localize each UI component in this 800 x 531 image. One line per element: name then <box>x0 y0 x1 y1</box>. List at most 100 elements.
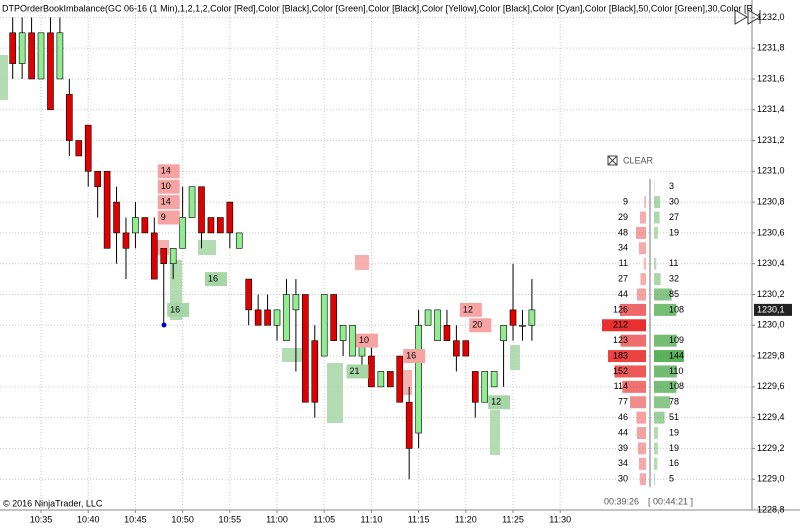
y-tick-label: 1230,8 <box>757 196 785 206</box>
imbalance-label: 14 <box>161 166 171 176</box>
bid-bar <box>636 226 646 239</box>
candle-body <box>113 201 120 234</box>
candle-body <box>245 278 252 311</box>
candle-body <box>283 294 290 341</box>
candle-body <box>453 340 460 357</box>
candle-body <box>188 186 196 218</box>
imbalances: 14 10 14 9 16 16 10 21 16 12 20 12 <box>157 164 511 410</box>
y-tick-label: 1228,8 <box>757 504 785 514</box>
candle-body <box>254 309 262 326</box>
candle-body <box>500 324 507 341</box>
bid-label: 46 <box>618 412 628 422</box>
x-tick-label: 11:15 <box>408 514 430 524</box>
bid-bar <box>622 380 646 393</box>
bid-bar <box>639 211 646 224</box>
chart-title: DTPOrderBookImbalance(GC 06-16 (1 Min),1… <box>2 3 763 13</box>
y-tick-label: 1230,6 <box>757 227 785 237</box>
x-tick-label: 10:55 <box>219 514 242 524</box>
bid-label: 34 <box>618 243 628 253</box>
imbalance-label: 14 <box>161 196 171 206</box>
x-tick-label: 11:05 <box>313 514 335 524</box>
shade <box>282 348 304 362</box>
ask-bar <box>654 473 656 486</box>
ask-bar <box>654 211 660 224</box>
imbalance-box <box>167 302 190 317</box>
imbalance-label: 20 <box>472 320 482 330</box>
candle-body <box>84 124 92 172</box>
candle-body <box>424 309 432 326</box>
x-tick-label: 11:30 <box>549 514 571 524</box>
bid-bar <box>644 196 646 209</box>
ask-label: 19 <box>669 227 679 237</box>
x-tick-label: 10:40 <box>77 514 100 524</box>
candle-body <box>66 94 73 141</box>
imbalance-box <box>469 318 492 333</box>
candle-body <box>462 340 470 357</box>
imbalance-box <box>403 349 426 364</box>
marker-dot <box>161 322 167 328</box>
y-tick-label: 1229,8 <box>757 350 785 360</box>
y-tick-label: 1231,6 <box>757 73 785 83</box>
bid-bar <box>630 396 646 409</box>
scroll-end-icon[interactable] <box>747 9 761 25</box>
ask-label: 27 <box>669 212 679 222</box>
ask-bar <box>654 334 677 347</box>
imbalance-box <box>459 302 482 317</box>
y-tick-label: 1231,4 <box>757 104 785 114</box>
candle-body <box>75 140 83 157</box>
candle-body <box>9 32 16 64</box>
bid-bar <box>638 242 646 255</box>
grid <box>0 0 752 511</box>
candle-body <box>405 401 413 449</box>
ask-bar <box>654 411 665 424</box>
bid-label: 44 <box>618 289 628 299</box>
ask-label: 19 <box>669 443 679 453</box>
bid-bar <box>620 334 646 347</box>
ask-label: 30 <box>669 196 679 206</box>
candle-body <box>396 355 404 403</box>
x-tick-label: 10:35 <box>30 514 53 524</box>
ask-bar <box>654 365 677 378</box>
scroll-icon[interactable] <box>734 9 748 25</box>
candle-body <box>207 217 215 234</box>
candle-body <box>528 309 536 326</box>
bid-label: 183 <box>613 350 628 360</box>
ask-bar <box>654 396 671 409</box>
bid-bar <box>619 303 646 316</box>
bid-label: 11 <box>619 258 628 268</box>
y-tick-label: 1230,0 <box>757 320 785 330</box>
candle-body <box>519 324 526 327</box>
candle-body <box>320 294 328 357</box>
bid-bar <box>636 411 646 424</box>
y-tick-label: 1229,4 <box>757 412 785 422</box>
imbalance-box <box>157 179 180 194</box>
candle-body <box>273 309 281 326</box>
candle-body <box>349 324 356 357</box>
bid-label: 48 <box>618 227 628 237</box>
candle-body <box>141 217 149 234</box>
bid-label: 34 <box>618 458 628 468</box>
ask-label: 3 <box>669 181 674 191</box>
candle-body <box>169 248 177 264</box>
candle-body <box>434 309 441 341</box>
candle-body <box>198 186 205 234</box>
candle-body <box>47 32 54 111</box>
imbalance-box <box>157 164 180 179</box>
candle-body <box>94 171 101 188</box>
shade <box>0 55 8 100</box>
y-tick-label: 1229,2 <box>757 443 785 453</box>
imbalance-box <box>204 272 227 287</box>
y-tick-label: 1229,6 <box>757 381 785 391</box>
imbalance-box <box>157 210 180 225</box>
candle-body <box>160 248 168 264</box>
candle-body <box>490 371 498 388</box>
candle-body <box>302 294 309 403</box>
clear-label[interactable]: CLEAR <box>623 155 654 165</box>
title-clip: DTPOrderBookImbalance(GC 06-16 (1 Min),1… <box>2 3 763 13</box>
bid-label: 212 <box>613 320 628 330</box>
y-tick-label: 1229,0 <box>757 474 785 484</box>
candle-body <box>264 309 271 326</box>
